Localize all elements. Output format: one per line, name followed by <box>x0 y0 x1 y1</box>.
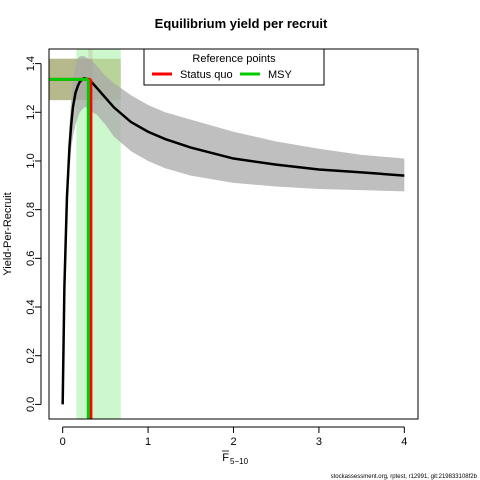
y-tick-label: 1.0 <box>25 153 37 168</box>
y-axis-label: Yield-Per-Recruit <box>2 192 14 275</box>
legend-msy-label: MSY <box>268 69 293 81</box>
x-tick-label: 4 <box>401 436 407 448</box>
yield-curve-line <box>61 76 405 405</box>
y-tick-label: 1.4 <box>25 56 37 71</box>
plot-area <box>49 49 405 419</box>
confidence-band <box>62 56 405 405</box>
y-tick-label: 0.4 <box>25 299 37 314</box>
y-tick-label: 0.8 <box>25 202 37 217</box>
axes: 0 1 2 3 4 0.0 0.2 0.4 0.6 0.8 1.0 1.2 1.4 <box>25 56 407 448</box>
legend-items: Status quo MSY <box>152 69 293 81</box>
x-axis-label-subscript: 5−10 <box>230 457 249 466</box>
legend-title: Reference points <box>192 53 276 65</box>
y-tick-label: 0.0 <box>25 397 37 412</box>
footer-credit: stockassessment.org, rptest, r12991, git… <box>331 474 478 480</box>
x-tick-label: 2 <box>230 436 236 448</box>
x-tick-label: 3 <box>316 436 322 448</box>
x-tick-label: 1 <box>145 436 151 448</box>
x-axis-label-main: F <box>222 452 229 464</box>
y-tick-label: 1.2 <box>25 105 37 120</box>
chart-title: Equilibrium yield per recruit <box>155 16 328 31</box>
y-tick-label: 0.6 <box>25 251 37 266</box>
y-tick-label: 0.2 <box>25 348 37 363</box>
legend-status-quo-label: Status quo <box>180 69 233 81</box>
legend-box <box>143 48 325 86</box>
x-tick-label: 0 <box>60 436 66 448</box>
x-axis-label: F 5−10 <box>222 450 249 466</box>
legend: Reference points Status quo MSY <box>143 48 325 86</box>
